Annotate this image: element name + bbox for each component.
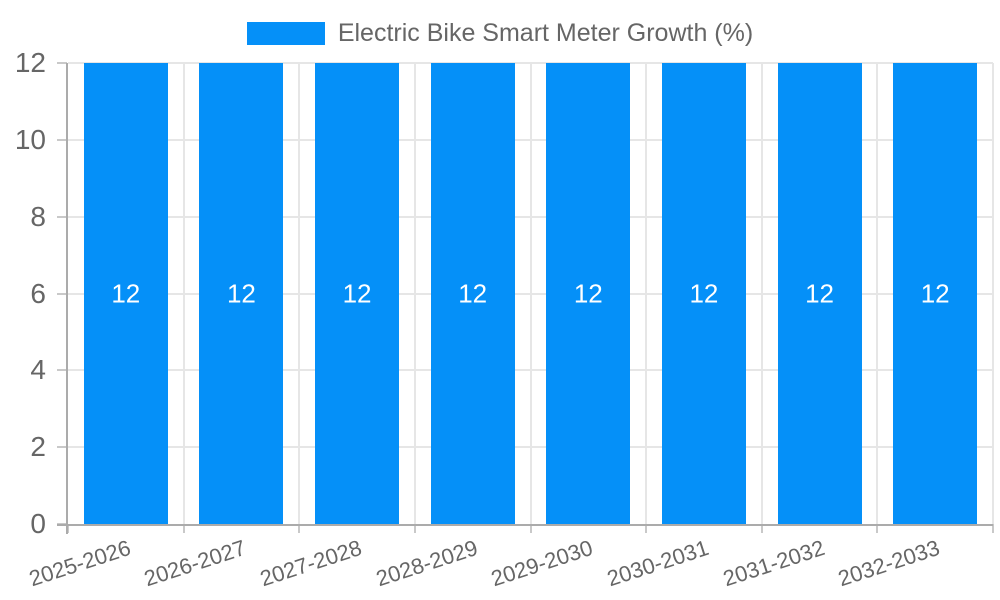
y-tick-label: 2	[30, 431, 46, 463]
x-gridline	[182, 63, 185, 524]
bar[interactable]: 12	[893, 63, 978, 524]
bar-value-label: 12	[573, 278, 603, 308]
bar[interactable]: 12	[83, 63, 168, 524]
y-axis-tick	[57, 446, 67, 449]
x-axis-tick	[992, 524, 994, 533]
y-axis-line	[66, 63, 68, 534]
legend-swatch	[246, 21, 325, 45]
y-axis-tick	[57, 369, 67, 372]
legend-label: Electric Bike Smart Meter Growth (%)	[337, 18, 754, 47]
x-axis-tick	[67, 524, 69, 533]
x-gridline	[876, 63, 879, 524]
y-tick-label: 6	[30, 277, 46, 309]
y-axis-tick	[57, 62, 67, 64]
x-axis-tick	[529, 524, 532, 533]
bar-value-label: 12	[689, 278, 719, 308]
bar-value-label: 12	[805, 278, 835, 308]
bar[interactable]: 12	[315, 63, 400, 524]
x-axis-tick	[298, 524, 301, 533]
bar[interactable]: 12	[661, 63, 746, 524]
x-gridline	[992, 63, 994, 524]
bar-value-label: 12	[920, 278, 950, 308]
x-axis-tick	[760, 524, 763, 533]
bar[interactable]: 12	[546, 63, 631, 524]
bar[interactable]: 12	[199, 63, 284, 524]
bar-value-label: 12	[111, 278, 141, 308]
bar-value-label: 12	[226, 278, 256, 308]
x-axis-tick	[182, 524, 185, 533]
y-tick-label: 8	[30, 200, 46, 232]
x-gridline	[760, 63, 763, 524]
y-axis-tick	[57, 292, 67, 295]
y-tick-label: 12	[14, 47, 46, 78]
x-axis-tick	[876, 524, 879, 533]
x-gridline	[645, 63, 648, 524]
bar-value-label: 12	[458, 278, 488, 308]
bar[interactable]: 12	[777, 63, 862, 524]
y-tick-label: 10	[14, 123, 46, 155]
bar[interactable]: 12	[430, 63, 515, 524]
y-tick-label: 4	[30, 354, 46, 386]
bar-value-label: 12	[342, 278, 372, 308]
y-axis-tick	[57, 138, 67, 141]
x-gridline	[298, 63, 301, 524]
x-gridline	[413, 63, 416, 524]
x-axis-tick	[413, 524, 416, 533]
y-axis-tick	[57, 215, 67, 218]
x-axis-tick	[645, 524, 648, 533]
x-axis-line	[57, 524, 993, 526]
y-tick-label: 0	[30, 508, 46, 539]
x-gridline	[529, 63, 532, 524]
legend: Electric Bike Smart Meter Growth (%)	[0, 19, 1000, 47]
